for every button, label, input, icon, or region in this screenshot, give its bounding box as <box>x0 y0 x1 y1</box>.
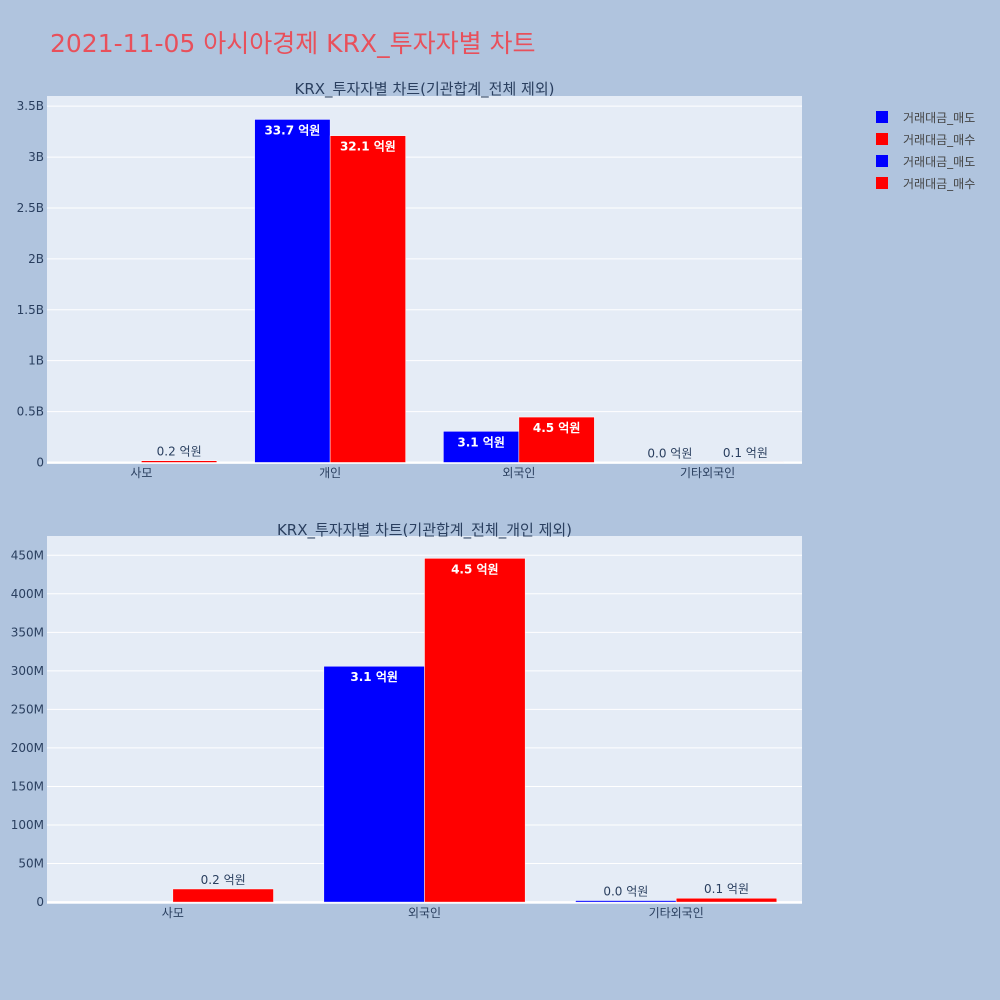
y-tick-label: 450M <box>11 548 44 562</box>
data-label: 3.1 억원 <box>457 435 505 449</box>
data-label: 3.1 억원 <box>350 670 398 684</box>
y-tick-label: 350M <box>11 625 44 639</box>
data-label: 4.5 억원 <box>451 562 499 576</box>
legend-swatch <box>876 177 888 189</box>
legend-item[interactable]: 거래대금_매수 <box>876 172 975 194</box>
bar <box>675 897 778 903</box>
y-tick-label: 1B <box>28 354 44 368</box>
bar <box>443 431 520 463</box>
data-label: 0.2 억원 <box>201 873 246 887</box>
legend-item[interactable]: 거래대금_매수 <box>876 128 975 150</box>
y-tick-label: 100M <box>11 818 44 832</box>
legend-swatch <box>876 133 888 145</box>
x-tick-label: 외국인 <box>408 906 441 920</box>
y-tick-label: 300M <box>11 664 44 678</box>
y-tick-label: 3.5B <box>17 99 44 113</box>
chart-title: KRX_투자자별 차트(기관합계_전체 제외) <box>295 80 555 99</box>
x-tick-label: 사모 <box>162 906 184 920</box>
bar <box>518 416 595 463</box>
bar <box>323 665 425 903</box>
bar <box>424 558 526 903</box>
y-tick-label: 0 <box>36 455 44 469</box>
chart-title: KRX_투자자별 차트(기관합계_전체_개인 제외) <box>277 521 572 540</box>
x-tick-label: 사모 <box>130 466 152 480</box>
bar <box>141 460 218 463</box>
legend-item[interactable]: 거래대금_매도 <box>876 150 975 172</box>
legend-swatch <box>876 155 888 167</box>
legend-label: 거래대금_매도 <box>903 154 976 169</box>
page-title: 2021-11-05 아시아경제 KRX_투자자별 차트 <box>50 29 536 58</box>
data-label: 32.1 억원 <box>340 140 396 154</box>
y-tick-label: 250M <box>11 702 44 716</box>
data-label: 0.0 억원 <box>603 885 648 899</box>
x-tick-label: 기타외국인 <box>649 906 704 920</box>
bar <box>707 461 784 463</box>
x-tick-label: 개인 <box>319 466 341 480</box>
y-tick-label: 0.5B <box>17 405 44 419</box>
data-label: 0.2 억원 <box>157 445 202 459</box>
legend-label: 거래대금_매수 <box>903 176 976 191</box>
legend: 거래대금_매도 거래대금_매수 거래대금_매도 거래대금_매수 <box>876 106 975 194</box>
legend-swatch <box>876 111 888 123</box>
data-label: 0.0 억원 <box>647 446 692 460</box>
data-label: 0.1 억원 <box>723 446 768 460</box>
bar <box>172 888 274 903</box>
y-tick-label: 50M <box>18 857 44 871</box>
bar <box>254 119 331 463</box>
y-tick-label: 400M <box>11 587 44 601</box>
plot-area <box>47 96 802 464</box>
data-label: 4.5 억원 <box>533 421 581 435</box>
legend-label: 거래대금_매수 <box>903 132 976 147</box>
y-tick-label: 0 <box>36 895 44 909</box>
data-label: 33.7 억원 <box>264 123 320 137</box>
x-tick-label: 기타외국인 <box>680 466 735 480</box>
bar <box>329 135 406 463</box>
y-tick-label: 1.5B <box>17 303 44 317</box>
x-tick-label: 외국인 <box>502 466 535 480</box>
bar <box>575 900 677 903</box>
y-tick-label: 2.5B <box>17 201 44 215</box>
legend-item[interactable]: 거래대금_매도 <box>876 106 975 128</box>
y-tick-label: 200M <box>11 741 44 755</box>
y-tick-label: 2B <box>28 252 44 266</box>
legend-label: 거래대금_매도 <box>903 110 976 125</box>
y-tick-label: 150M <box>11 779 44 793</box>
y-tick-label: 3B <box>28 150 44 164</box>
data-label: 0.1 억원 <box>704 882 749 896</box>
